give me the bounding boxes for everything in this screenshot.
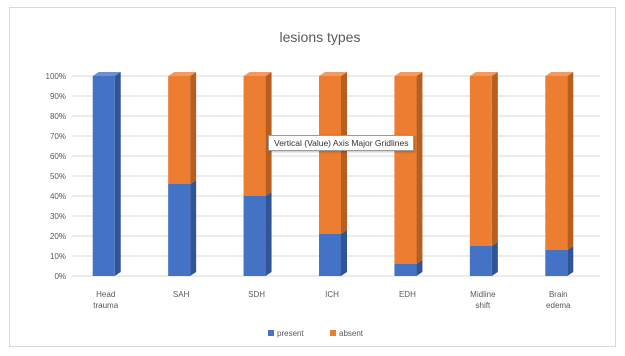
y-tick-label: 70%	[50, 132, 66, 141]
y-tick-label: 50%	[50, 172, 66, 181]
bar-chart: lesions types 0% 10% 20% 30% 40% 50% 60% 70% 80%…	[46, 29, 600, 338]
gridlines-tooltip: Vertical (Value) Axis Major Gridlines	[268, 135, 415, 151]
y-tick-label: 90%	[50, 92, 66, 101]
bar-top-face	[168, 72, 197, 76]
bar-present[interactable]	[243, 192, 272, 276]
legend-label-absent: absent	[339, 329, 364, 338]
bar-absent[interactable]	[545, 72, 574, 250]
x-tick-label: SAH	[173, 290, 190, 299]
y-tick-label: 100%	[46, 72, 66, 81]
bar-absent[interactable]	[394, 72, 423, 264]
y-tick-label: 0%	[54, 272, 66, 281]
y-tick-label: 20%	[50, 232, 66, 241]
legend-swatch-present	[268, 330, 274, 336]
x-tick-label: EDH	[399, 290, 416, 299]
bar-absent[interactable]	[243, 72, 272, 196]
legend: present absent	[268, 329, 364, 338]
bar-present[interactable]	[168, 180, 197, 276]
y-tick-label: 80%	[50, 112, 66, 121]
bar-present[interactable]	[545, 246, 574, 276]
bar-present[interactable]	[319, 230, 347, 276]
bar-top-face	[469, 72, 498, 76]
x-tick-label: Head trauma	[93, 290, 118, 310]
chart-area[interactable]: lesions types 0% 10% 20% 30% 40% 50% 60% 70% 80%…	[9, 7, 616, 347]
y-tick-label: 30%	[50, 212, 66, 221]
y-tick-label: 40%	[50, 192, 66, 201]
bar-present[interactable]	[92, 72, 121, 276]
x-tick-label: ICH	[325, 290, 339, 299]
y-axis-ticks: 0% 10% 20% 30% 40% 50% 60% 70% 80% 90% 100%	[46, 72, 66, 281]
legend-label-present: present	[277, 329, 304, 338]
x-tick-label: Midline shift	[470, 290, 496, 310]
bar-top-face	[545, 72, 574, 76]
bar-top-face	[92, 72, 121, 76]
legend-swatch-absent	[330, 330, 336, 336]
x-axis-labels: Head trauma SAH SDH ICH EDH Midline shift Brain e…	[93, 290, 571, 310]
bar-absent[interactable]	[319, 72, 347, 234]
bars	[92, 72, 574, 276]
bar-present[interactable]	[394, 260, 423, 276]
x-tick-label: SDH	[248, 290, 265, 299]
bar-top-face	[319, 72, 347, 76]
bar-top-face	[243, 72, 272, 76]
chart-title: lesions types	[280, 29, 361, 45]
bar-present[interactable]	[469, 242, 498, 276]
bar-top-face	[394, 72, 423, 76]
y-tick-label: 10%	[50, 252, 66, 261]
bar-absent[interactable]	[168, 72, 197, 184]
y-tick-label: 60%	[50, 152, 66, 161]
bar-absent[interactable]	[469, 72, 498, 246]
x-tick-label: Brain edema	[546, 290, 571, 310]
